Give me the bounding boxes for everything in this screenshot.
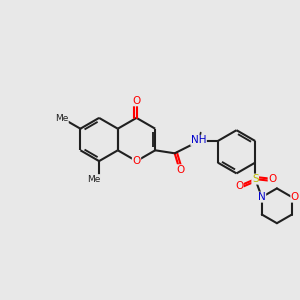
Text: O: O bbox=[235, 181, 243, 191]
Text: Me: Me bbox=[87, 175, 101, 184]
Text: S: S bbox=[252, 174, 259, 184]
Text: Me: Me bbox=[55, 114, 68, 124]
Text: O: O bbox=[132, 96, 141, 106]
Text: O: O bbox=[268, 174, 276, 184]
Text: O: O bbox=[177, 165, 185, 175]
Text: NH: NH bbox=[191, 135, 206, 146]
Text: N: N bbox=[258, 192, 266, 202]
Text: O: O bbox=[291, 192, 299, 202]
Text: O: O bbox=[132, 156, 141, 166]
